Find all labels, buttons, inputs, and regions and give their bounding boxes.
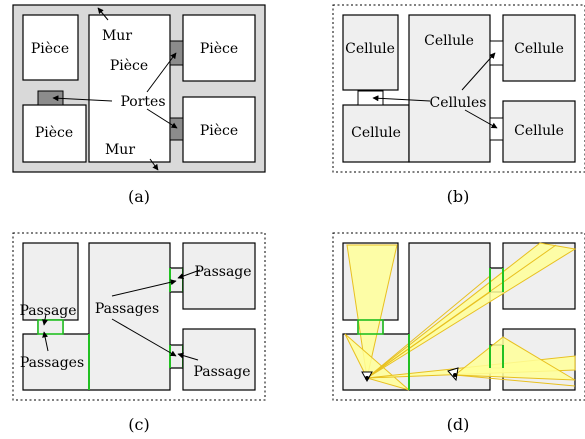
portal — [357, 319, 384, 335]
room-label: Pièce — [31, 41, 69, 57]
cell-top-right — [502, 14, 576, 82]
wall-label: Mur — [105, 142, 135, 158]
cell-label: Cellule — [514, 41, 564, 57]
panel-a: Pièce Pièce Pièce Pièce Pièce Mur Mur Po… — [12, 4, 266, 206]
cell-label: Cellule — [351, 125, 401, 141]
cell-bottom-right — [502, 100, 576, 163]
cell-door-bottom-right — [489, 117, 504, 141]
passage-arrow — [177, 269, 201, 279]
room-label: Pièce — [200, 41, 238, 57]
passage-label: Passage — [193, 364, 250, 380]
passage-left — [37, 319, 64, 335]
doors-arrow-bottom — [146, 108, 178, 129]
doors-label: Portes — [120, 94, 165, 110]
visibility-cone — [346, 244, 398, 379]
cell-center — [408, 14, 491, 163]
cell-label: Cellule — [345, 41, 395, 57]
passages-arrow — [111, 279, 177, 297]
door-bottom-right — [169, 117, 184, 141]
panel-border — [12, 232, 266, 401]
cell-door-left — [357, 90, 384, 106]
cells-label: Cellules — [430, 95, 487, 111]
cell-door-top-right — [489, 40, 504, 66]
room-label: Pièce — [200, 123, 238, 139]
passage-arrow — [177, 352, 199, 361]
doors-arrow-top — [146, 52, 177, 93]
panel-border — [332, 4, 585, 173]
passages-label: Passages — [20, 355, 84, 371]
caption-b: (b) — [447, 187, 470, 206]
visibility-cone — [453, 336, 576, 381]
cell-label: Cellule — [424, 33, 474, 49]
viewpoint-icon — [361, 371, 373, 383]
caption-c: (c) — [128, 415, 149, 434]
cell-bottom-left — [342, 104, 410, 163]
cell-top-right — [182, 242, 256, 310]
cell-label: Cellule — [514, 123, 564, 139]
viewpoint-icon — [447, 367, 459, 382]
passage-arrow — [42, 313, 48, 326]
door-top-right — [169, 40, 184, 66]
passage-label: Passage — [19, 303, 76, 319]
passage-label: Passage — [194, 264, 251, 280]
doors-arrow-left — [52, 95, 113, 102]
visibility-cone — [366, 242, 577, 379]
room-label: Pièce — [110, 58, 148, 74]
visibility-ray — [366, 275, 491, 379]
panel-b: Cellule Cellule Cellule Cellule Cellule … — [332, 4, 585, 206]
visibility-ray — [454, 374, 576, 387]
room-label: Pièce — [35, 125, 73, 141]
cell-bottom-right — [182, 328, 256, 391]
room-center — [88, 14, 171, 163]
room-top-left — [22, 14, 79, 81]
cells-arrow-top — [461, 52, 496, 91]
passages-arrow — [111, 318, 177, 357]
passages-label: Passages — [95, 301, 159, 317]
wall-label: Mur — [102, 28, 132, 44]
cell-top-left — [342, 14, 399, 91]
panel-d: (d) — [332, 232, 585, 434]
cells-arrow-left — [372, 95, 431, 102]
visibility-ray — [366, 244, 557, 379]
cells-arrow-bottom — [464, 109, 498, 129]
caption-d: (d) — [447, 415, 470, 434]
passages-arrow — [42, 331, 49, 352]
room-top-right — [182, 14, 256, 82]
panel-border — [332, 232, 585, 401]
door-left — [37, 90, 64, 106]
cell-top-left — [22, 242, 79, 321]
caption-a: (a) — [128, 187, 150, 206]
panel-c: Passage Passages Passages Passage Passag… — [12, 232, 266, 434]
wall-arrow-top — [97, 7, 109, 21]
wall-arrow-bottom — [149, 158, 159, 171]
